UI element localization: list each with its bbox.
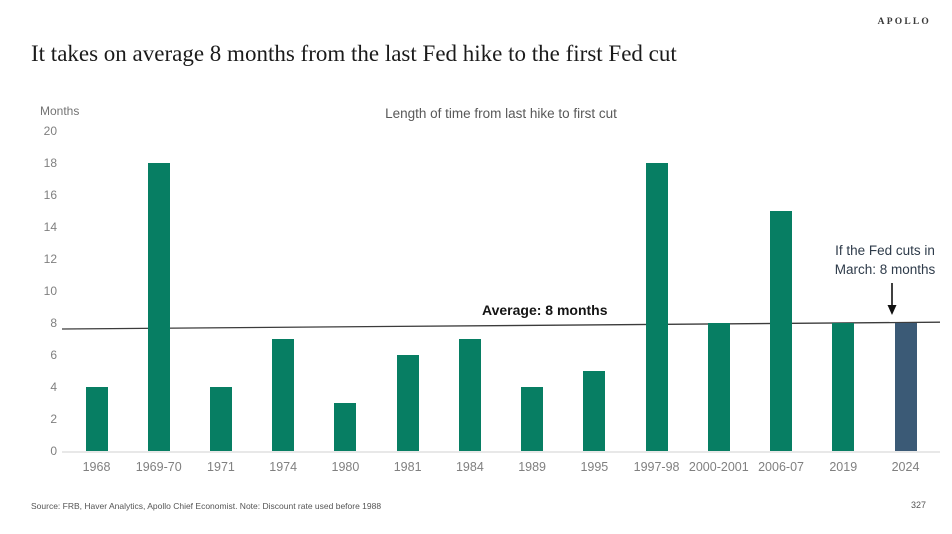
x-tick-label: 2006-07	[758, 460, 804, 474]
bar-2024	[894, 323, 917, 451]
x-tick-label: 1980	[331, 460, 360, 474]
source-note: Source: FRB, Haver Analytics, Apollo Chi…	[31, 501, 382, 511]
x-tick-label: 2024	[891, 460, 920, 474]
bar-2006-07	[770, 211, 793, 451]
bar-1981	[396, 355, 419, 451]
y-axis-unit-label: Months	[40, 104, 80, 118]
x-tick-label: 1968	[82, 460, 111, 474]
plot-area: Average: 8 months If the Fed cuts in Mar…	[61, 131, 941, 474]
bar-1968	[85, 387, 108, 451]
bar-1995	[583, 371, 606, 451]
page-title: It takes on average 8 months from the la…	[31, 41, 677, 66]
bar-1969-70	[147, 163, 170, 451]
x-tick-label: 1974	[269, 460, 298, 474]
x-tick-label: 2000-2001	[688, 460, 749, 474]
bar-2000-2001	[707, 323, 730, 451]
bar-2019	[832, 323, 855, 451]
y-tick-label: 14	[43, 220, 57, 234]
page-number: 327	[910, 500, 926, 510]
bar-1971	[209, 387, 232, 451]
annotation-line-1: If the Fed cuts in	[835, 243, 935, 258]
annotation-callout: If the Fed cuts in March: 8 months	[826, 241, 944, 279]
bar-1984	[458, 339, 481, 451]
y-tick-label: 20	[43, 124, 57, 138]
y-tick-label: 0	[50, 444, 57, 458]
annotation-line-2: March: 8 months	[834, 262, 936, 277]
chart-title: Length of time from last hike to first c…	[385, 106, 617, 121]
y-tick-label: 12	[43, 252, 57, 266]
bar-1974	[272, 339, 295, 451]
y-tick-label: 16	[43, 188, 57, 202]
x-tick-label: 1997-98	[633, 460, 680, 474]
y-tick-label: 8	[50, 316, 57, 330]
x-tick-label: 1995	[580, 460, 609, 474]
x-tick-label: 1984	[455, 460, 484, 474]
x-tick-label: 1969-70	[135, 460, 182, 474]
bar-1997-98	[645, 163, 668, 451]
apollo-logo: APOLLO	[877, 17, 931, 27]
down-arrow-icon	[887, 283, 897, 315]
x-tick-label: 2019	[829, 460, 858, 474]
y-tick-label: 4	[50, 380, 57, 394]
bar-1989	[521, 387, 544, 451]
bar-1980	[334, 403, 357, 451]
y-tick-label: 18	[43, 156, 57, 170]
average-line	[61, 321, 941, 330]
y-axis-ticks: 20 18 16 14 12 10 8 6 4 2 0	[20, 124, 57, 458]
x-tick-label: 1989	[518, 460, 547, 474]
y-tick-label: 10	[43, 284, 57, 298]
x-tick-label: 1971	[207, 460, 235, 474]
average-line-label: Average: 8 months	[482, 302, 608, 318]
y-tick-label: 2	[50, 412, 57, 426]
x-tick-label: 1981	[393, 460, 422, 474]
y-tick-label: 6	[50, 348, 57, 362]
